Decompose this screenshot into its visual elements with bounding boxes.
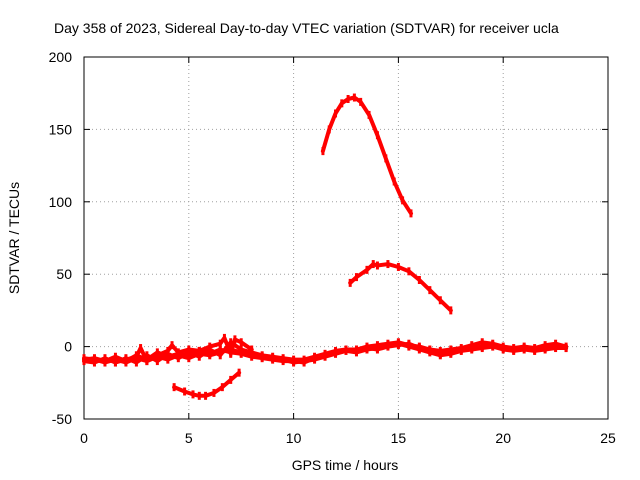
y-tick-label: 150	[49, 121, 73, 137]
y-tick-label: 200	[49, 49, 73, 65]
x-axis-label: GPS time / hours	[292, 457, 399, 473]
series-baseline-trace-d	[113, 333, 254, 367]
y-tick-label: 100	[49, 194, 73, 210]
axis-ticks: 0 5 10 15 20 25 -50 0 50 100 150 200	[49, 49, 616, 446]
x-tick-label: 20	[495, 430, 511, 446]
y-tick-label: -50	[52, 411, 72, 427]
x-tick-label: 25	[600, 430, 616, 446]
series-mid-hump	[348, 260, 453, 315]
series-low-dip	[172, 368, 242, 400]
chart-title: Day 358 of 2023, Sidereal Day-to-day VTE…	[54, 20, 559, 36]
y-tick-label: 50	[56, 266, 72, 282]
y-axis-label: SDTVAR / TECUs	[6, 182, 22, 294]
grid	[84, 57, 608, 419]
x-tick-label: 10	[286, 430, 302, 446]
series-high-arc	[320, 93, 413, 218]
x-tick-label: 0	[80, 430, 88, 446]
series-group	[82, 93, 569, 400]
x-tick-label: 5	[185, 430, 193, 446]
x-tick-label: 15	[391, 430, 407, 446]
series-line	[348, 262, 453, 313]
y-tick-label: 0	[64, 339, 72, 355]
plot-frame	[83, 56, 609, 420]
series-baseline-trace-c	[82, 339, 569, 367]
